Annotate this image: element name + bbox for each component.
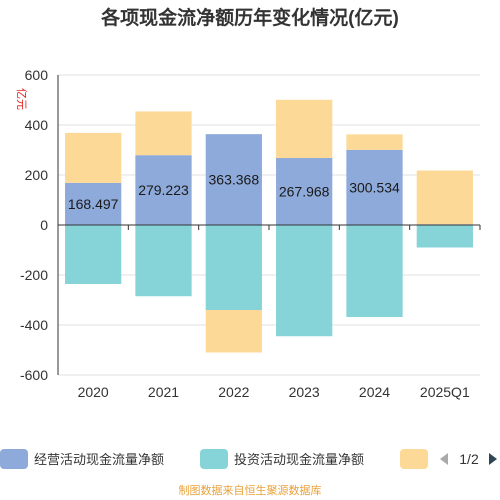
y-tick-label: 200 — [25, 167, 49, 183]
legend-pager: 1/2 — [440, 451, 497, 467]
bar-2021-s1[interactable] — [135, 155, 192, 225]
x-tick-label: 2023 — [289, 384, 320, 400]
legend: 经营活动现金流量净额 投资活动现金流量净额 — [0, 449, 428, 469]
y-axis-label: 亿元 — [15, 88, 28, 110]
bar-2021-s3[interactable] — [135, 111, 192, 156]
bar-2021-s2[interactable] — [135, 225, 192, 297]
legend-item-3[interactable] — [400, 449, 428, 469]
legend-swatch — [0, 449, 28, 469]
x-tick-label: 2020 — [78, 384, 109, 400]
chart-title: 各项现金流净额历年变化情况(亿元) — [100, 6, 399, 29]
x-tick-label: 2024 — [359, 384, 390, 400]
legend-swatch — [200, 449, 228, 469]
legend-label: 经营活动现金流量净额 — [34, 452, 164, 467]
bars — [65, 99, 473, 353]
legend-page-indicator: 1/2 — [459, 451, 479, 467]
bar-2023-s1[interactable] — [276, 158, 333, 225]
bar-2020-s3[interactable] — [65, 132, 122, 183]
legend-prev-icon[interactable] — [440, 453, 448, 465]
data-label: 168.497 — [68, 196, 119, 212]
y-tick-label: -600 — [20, 367, 48, 383]
y-tick-label: -200 — [20, 267, 48, 283]
y-tick-label: 600 — [25, 67, 49, 83]
x-axis: 2020 2021 2022 2023 2024 2025Q1 — [57, 224, 481, 400]
bar-2022-s1[interactable] — [205, 134, 262, 225]
bar-2025Q1-s3[interactable] — [416, 170, 473, 225]
y-tick-label: -400 — [20, 317, 48, 333]
bar-2023-s2[interactable] — [276, 225, 333, 337]
bar-2022-s3[interactable] — [205, 310, 262, 353]
legend-next-icon[interactable] — [489, 453, 497, 465]
y-axis: -600 -400 -200 0 200 400 600 — [20, 67, 59, 383]
bar-2024-s3[interactable] — [346, 134, 403, 150]
data-label: 267.968 — [279, 184, 330, 200]
legend-item-2[interactable]: 投资活动现金流量净额 — [200, 449, 364, 469]
bar-2022-s2[interactable] — [205, 225, 262, 310]
legend-item-1[interactable]: 经营活动现金流量净额 — [0, 449, 164, 469]
source-note: 制图数据来自恒生聚源数据库 — [179, 483, 322, 497]
bar-2024-s1[interactable] — [346, 149, 403, 225]
x-tick-label: 2021 — [148, 384, 179, 400]
bar-2024-s2[interactable] — [346, 225, 403, 317]
legend-swatch — [400, 449, 428, 469]
bar-2025Q1-s2[interactable] — [416, 225, 473, 248]
data-labels: 168.497 279.223 363.368 267.968 300.534 — [68, 172, 400, 212]
data-label: 279.223 — [138, 182, 189, 198]
data-label: 363.368 — [209, 172, 260, 188]
data-label: 300.534 — [349, 179, 400, 195]
x-tick-label: 2025Q1 — [420, 384, 470, 400]
legend-label: 投资活动现金流量净额 — [234, 452, 364, 467]
y-tick-label: 400 — [25, 117, 49, 133]
y-tick-label: 0 — [40, 217, 48, 233]
bar-2023-s3[interactable] — [276, 99, 333, 159]
bar-2020-s1[interactable] — [65, 182, 122, 225]
bar-2020-s2[interactable] — [65, 225, 122, 284]
x-tick-label: 2022 — [218, 384, 249, 400]
